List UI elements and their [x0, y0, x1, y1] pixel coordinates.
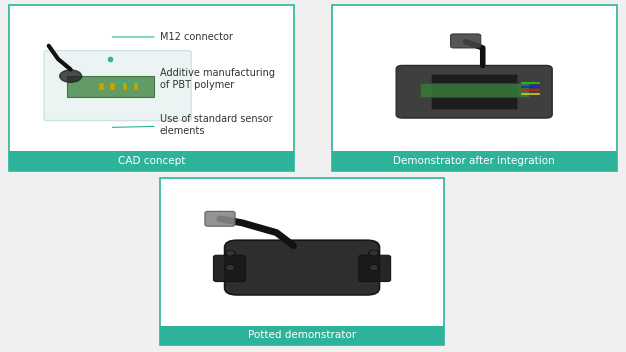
- FancyBboxPatch shape: [9, 151, 294, 171]
- Circle shape: [59, 70, 81, 82]
- FancyBboxPatch shape: [44, 51, 192, 121]
- Circle shape: [227, 266, 233, 270]
- Circle shape: [225, 265, 235, 270]
- FancyBboxPatch shape: [225, 240, 379, 295]
- Circle shape: [369, 265, 379, 270]
- FancyBboxPatch shape: [396, 65, 552, 118]
- FancyBboxPatch shape: [205, 211, 235, 226]
- Circle shape: [225, 250, 235, 256]
- Text: CAD concept: CAD concept: [118, 156, 185, 166]
- FancyBboxPatch shape: [68, 76, 153, 97]
- Text: Potted demonstrator: Potted demonstrator: [248, 330, 356, 340]
- Text: M12 connector: M12 connector: [112, 32, 232, 42]
- FancyBboxPatch shape: [359, 255, 391, 282]
- FancyBboxPatch shape: [110, 83, 115, 90]
- Text: Use of standard sensor
elements: Use of standard sensor elements: [112, 114, 272, 136]
- FancyBboxPatch shape: [133, 83, 138, 90]
- FancyBboxPatch shape: [332, 5, 617, 171]
- FancyBboxPatch shape: [419, 83, 529, 97]
- FancyBboxPatch shape: [160, 178, 444, 345]
- FancyBboxPatch shape: [451, 34, 481, 48]
- Circle shape: [371, 266, 377, 270]
- FancyBboxPatch shape: [9, 5, 294, 171]
- Text: Additive manufacturing
of PBT polymer: Additive manufacturing of PBT polymer: [115, 68, 275, 90]
- FancyBboxPatch shape: [332, 151, 617, 171]
- FancyBboxPatch shape: [431, 74, 517, 109]
- FancyBboxPatch shape: [213, 255, 245, 282]
- Text: Demonstrator after integration: Demonstrator after integration: [393, 156, 555, 166]
- Circle shape: [369, 250, 379, 256]
- Circle shape: [371, 251, 377, 255]
- FancyBboxPatch shape: [99, 83, 104, 90]
- FancyBboxPatch shape: [160, 326, 444, 345]
- Circle shape: [227, 251, 233, 255]
- FancyBboxPatch shape: [123, 83, 127, 90]
